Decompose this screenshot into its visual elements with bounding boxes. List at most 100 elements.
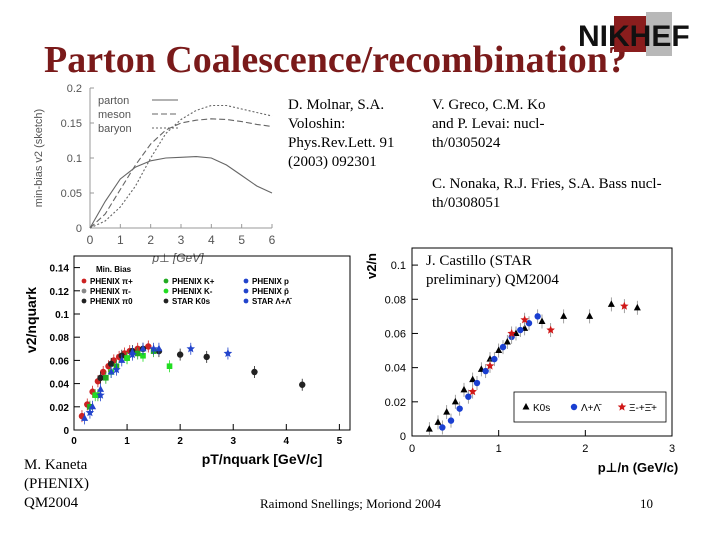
x-tick-label: 4 (208, 233, 215, 247)
data-point-K0s (503, 338, 511, 345)
plot-frame (73, 255, 351, 431)
x-tick-label: 4 (284, 436, 290, 447)
data-point-STAR K0s (166, 363, 173, 369)
reference-kaneta: M. Kaneta (PHENIX) QM2004 (24, 457, 89, 511)
y-tick-label: 0.04 (50, 380, 70, 391)
x-tick-label: 0 (409, 443, 415, 455)
legend-label: baryon (98, 123, 132, 135)
y-tick-label: 0.1 (391, 260, 406, 272)
y-tick-label: 0 (400, 431, 406, 443)
data-point-PHENIX p (139, 344, 147, 352)
data-point-PHENIX p (81, 414, 89, 421)
data-point-K0s (460, 385, 468, 393)
x-tick-label: 1 (496, 443, 502, 455)
series-line-meson (89, 118, 273, 229)
data-point-PHENIX π0 (97, 374, 104, 381)
y-tick-label: 0.02 (385, 397, 406, 409)
series-line-parton (89, 156, 273, 229)
series-line-baryon (89, 104, 273, 229)
legend-marker (243, 288, 249, 294)
reference-greco: V. Greco, C.M. Ko and P. Levai: nucl-th/… (432, 97, 546, 151)
data-point-K0s (560, 312, 568, 319)
data-point-PHENIX π+ (99, 368, 107, 376)
data-point-Λ+Λ̄ (482, 367, 489, 375)
data-point-Λ+Λ̄ (465, 393, 472, 400)
data-point-STAR Λ+Λ̄ (85, 408, 95, 417)
page-number: 10 (640, 496, 653, 511)
legend-marker (617, 402, 627, 411)
plot-frame (411, 247, 673, 437)
data-point-Λ+Λ̄ (491, 355, 498, 363)
data-point-STAR K0s (140, 352, 146, 359)
nikhef-logo: NIKHEF (578, 12, 690, 56)
y-tick-label: 0 (76, 223, 82, 235)
legend-label: PHENIX K+ (172, 277, 215, 286)
sketch-v2-chart: 0 1 2 3 4 5 6 0 0.05 0.1 0.15 0.2 p⊥ [GeV] min-bias v… (33, 83, 276, 264)
data-point-PHENIX π0 (251, 368, 258, 376)
legend-box (513, 391, 667, 423)
legend-label: STAR Λ+Λ̄ (252, 297, 293, 306)
legend-label: PHENIX p̄ (252, 287, 289, 296)
reference-castillo: J. Castillo (STAR preliminary) QM2004 (426, 252, 601, 290)
data-point-Λ+Λ̄ (447, 417, 455, 424)
x-tick-label: 0 (71, 436, 77, 447)
reference-nonaka: C. Nonaka, R.J. Fries, S.A. Bass nucl-th… (432, 176, 662, 211)
data-point-STAR Λ+Λ̄ (128, 350, 137, 359)
data-point-PHENIX π0 (203, 353, 210, 361)
legend-title: Min. Bias (96, 265, 132, 274)
data-point-Λ+Λ̄ (499, 343, 507, 351)
x-tick-label: 0 (87, 233, 94, 247)
x-tick-label: 2 (177, 436, 183, 447)
legend-label: PHENIX p (252, 277, 289, 286)
data-point-PHENIX π0 (176, 351, 184, 358)
data-point-K0s (451, 397, 459, 405)
y-tick-label: 0.1 (67, 153, 82, 165)
legend-marker (81, 288, 87, 294)
x-tick-label: 1 (124, 436, 130, 447)
y-tick-label: 0.1 (55, 310, 69, 321)
legend-marker (163, 288, 169, 294)
x-tick-label: 5 (337, 436, 343, 447)
data-point-PHENIX p (118, 356, 126, 363)
x-tick-label: 3 (669, 443, 675, 455)
data-point-K0s (512, 329, 520, 336)
data-point-STAR K0s (92, 392, 99, 398)
legend-label: Ξ-+Ξ̄+ (629, 403, 657, 414)
legend-label: STAR K0s (172, 297, 211, 306)
legend-marker (243, 298, 249, 304)
data-point-K0s (443, 408, 451, 415)
y-tick-label: 0.2 (67, 83, 82, 95)
legend-label: Λ+Λ̄ (581, 403, 602, 414)
x-tick-label: 3 (230, 436, 236, 447)
data-point-K0s (633, 303, 641, 311)
legend-label: meson (98, 109, 131, 121)
legend-label: PHENIX π+ (90, 277, 133, 286)
data-point-STAR Λ+Λ̄ (112, 365, 121, 374)
star-v2-chart: 0 1 2 3 0 0.02 0.04 0.06 0.08 0.1 p⊥/n (GeV/c) v2/n… (364, 247, 678, 475)
x-tick-label: 2 (147, 233, 154, 247)
data-point-PHENIX p (89, 402, 97, 410)
y-axis-label: min-bias v2 (sketch) (33, 109, 45, 207)
y-tick-label: 0.15 (61, 118, 82, 130)
data-point-Λ+Λ̄ (439, 424, 446, 431)
data-point-PHENIX p (107, 368, 115, 375)
data-point-STAR Λ+Λ̄ (96, 390, 105, 399)
data-point-K0s (469, 375, 477, 383)
data-point-Λ+Λ̄ (534, 313, 541, 320)
legend-marker (570, 403, 578, 411)
legend-label: PHENIX π- (90, 287, 131, 296)
data-point-K0s (434, 418, 442, 425)
data-point-Ξ-+Ξ̄+ (485, 361, 495, 370)
data-point-K0s (495, 346, 503, 354)
y-axis-label: v2/n (364, 253, 379, 279)
legend-label: K0s (533, 403, 550, 414)
legend-label: PHENIX π0 (90, 297, 133, 306)
y-axis-label: v2/nquark (23, 287, 39, 353)
slide-title: Parton Coalescence/recombination? (44, 39, 627, 81)
data-point-PHENIX π0 (299, 381, 306, 388)
data-point-K0s (607, 300, 615, 307)
data-point-K0s (538, 317, 546, 324)
data-point-PHENIX K+ (103, 375, 109, 381)
data-point-PHENIX π0 (107, 360, 115, 368)
data-point-Ξ-+Ξ̄+ (620, 301, 629, 310)
